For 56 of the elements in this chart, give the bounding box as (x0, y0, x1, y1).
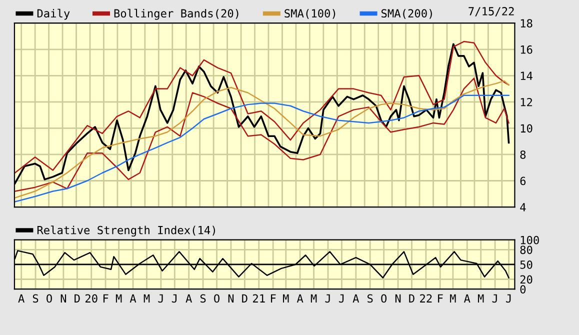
x-tick-label: N (228, 294, 234, 302)
y-tick-label: 80 (520, 246, 532, 254)
x-tick-label: M (450, 294, 456, 302)
x-tick-label: F (103, 294, 108, 302)
y-tick-label: 14 (520, 72, 532, 80)
y-tick-label: 20 (520, 275, 532, 284)
y-tick-label: 8 (520, 150, 526, 159)
x-tick-label: D (74, 294, 80, 302)
x-tick-label: S (368, 294, 373, 303)
legend-label: SMA(100) (284, 8, 336, 19)
x-tick-label: J (158, 294, 163, 303)
y-tick-label: 10 (520, 124, 532, 133)
x-tick-label: M (116, 294, 122, 302)
x-tick-label: J (325, 294, 330, 303)
y-tick-label: 0 (520, 285, 526, 294)
x-tick-label: S (32, 294, 38, 303)
legend-label: Daily (37, 8, 70, 20)
x-tick-label: A (18, 294, 24, 302)
x-tick-label: S (200, 294, 206, 303)
x-tick-label: A (186, 294, 192, 302)
legend-label: SMA(200) (382, 8, 432, 19)
x-tick-label: M (283, 294, 289, 302)
x-tick-label: A (296, 294, 304, 302)
x-tick-label: J (172, 294, 177, 303)
y-tick-label: 4 (520, 203, 526, 212)
y-tick-label: 50 (520, 260, 532, 269)
x-tick-label: A (464, 294, 470, 302)
x-tick-label: F (270, 294, 276, 302)
line-series (14, 94, 510, 202)
x-tick-label: O (381, 294, 387, 303)
x-tick-label: J (506, 294, 511, 303)
x-tick-label: J (338, 294, 344, 303)
x-tick-label: A (352, 294, 360, 302)
y-tick-label: 100 (520, 236, 539, 244)
text: 7/15/22 (468, 7, 514, 16)
x-tick-label: O (46, 294, 52, 303)
legend-label: Relative Strength Index(14) (37, 226, 215, 237)
x-tick-label: M (144, 294, 150, 302)
legend-label: Bollinger Bands(20) (114, 8, 238, 20)
x-tick-label: D (409, 294, 414, 302)
x-tick-label: 22 (420, 294, 432, 302)
y-tick-label: 16 (520, 45, 532, 54)
x-tick-label: M (310, 294, 317, 302)
x-tick-label: N (395, 294, 401, 302)
x-tick-label: N (60, 294, 66, 302)
y-tick-label: 6 (520, 176, 526, 186)
y-tick-label: 12 (520, 98, 532, 106)
x-tick-label: O (214, 294, 220, 303)
x-tick-label: 21 (253, 294, 265, 302)
x-tick-label: F (438, 294, 443, 302)
x-tick-label: 20 (86, 294, 98, 303)
y-tick-label: 18 (520, 19, 532, 28)
x-tick-label: D (242, 294, 248, 302)
x-tick-label: A (130, 294, 136, 302)
x-tick-label: M (478, 294, 484, 302)
x-tick-label: J (492, 294, 497, 303)
